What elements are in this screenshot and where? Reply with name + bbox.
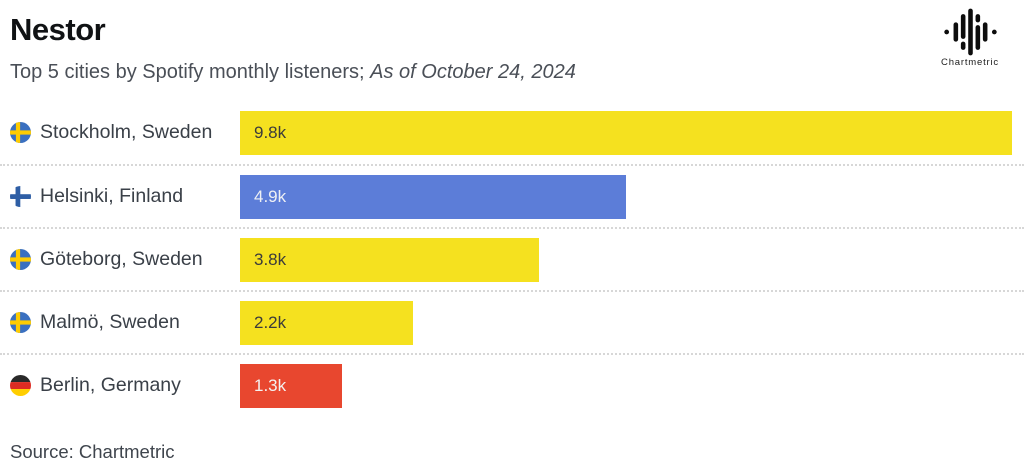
chart-subtitle: Top 5 cities by Spotify monthly listener… xyxy=(10,59,1014,85)
row-label: Helsinki, Finland xyxy=(0,185,240,208)
chart-row-stockholm: Stockholm, Sweden 9.8k xyxy=(0,101,1024,164)
row-label: Malmö, Sweden xyxy=(0,311,240,334)
row-label: Göteborg, Sweden xyxy=(0,248,240,271)
bar-track: 9.8k xyxy=(240,110,1024,155)
city-label: Helsinki, Finland xyxy=(40,185,184,207)
bar-chart: Stockholm, Sweden 9.8k Helsinki, Fi xyxy=(0,101,1024,416)
sweden-flag-icon xyxy=(10,249,31,270)
bar-track: 4.9k xyxy=(240,174,1024,219)
value-bar: 9.8k xyxy=(240,110,1012,155)
page-title: Nestor xyxy=(10,12,106,47)
chartmetric-logo-label: Chartmetric xyxy=(941,57,999,68)
bar-track: 2.2k xyxy=(240,300,1024,345)
bar-track: 3.8k xyxy=(240,237,1024,282)
subtitle-plain: Top 5 cities by Spotify monthly listener… xyxy=(10,61,371,83)
finland-flag-icon xyxy=(10,186,31,207)
row-label: Berlin, Germany xyxy=(0,374,240,397)
value-label: 2.2k xyxy=(254,312,287,332)
value-bar: 2.2k xyxy=(240,300,414,345)
row-label: Stockholm, Sweden xyxy=(0,121,240,144)
value-label: 1.3k xyxy=(254,375,287,395)
source-attribution: Source: Chartmetric xyxy=(10,441,175,462)
value-bar: 4.9k xyxy=(240,174,626,219)
city-label: Stockholm, Sweden xyxy=(40,121,213,143)
sweden-flag-icon xyxy=(10,312,31,333)
value-label: 9.8k xyxy=(254,122,287,142)
chart-row-berlin: Berlin, Germany 1.3k xyxy=(0,353,1024,416)
bar-track: 1.3k xyxy=(240,363,1024,408)
city-label: Göteborg, Sweden xyxy=(40,248,203,270)
value-label: 3.8k xyxy=(254,249,287,269)
value-label: 4.9k xyxy=(254,186,287,206)
chart-row-malmo: Malmö, Sweden 2.2k xyxy=(0,290,1024,353)
chartmetric-logo: Chartmetric xyxy=(924,8,1016,68)
sweden-flag-icon xyxy=(10,122,31,143)
value-bar: 3.8k xyxy=(240,237,540,282)
chartmetric-waveform-icon xyxy=(943,8,997,56)
chart-row-helsinki: Helsinki, Finland 4.9k xyxy=(0,164,1024,227)
city-label: Berlin, Germany xyxy=(40,374,181,396)
city-label: Malmö, Sweden xyxy=(40,311,180,333)
subtitle-date: As of October 24, 2024 xyxy=(370,61,576,83)
chart-row-goteborg: Göteborg, Sweden 3.8k xyxy=(0,227,1024,290)
germany-flag-icon xyxy=(10,375,31,396)
header: Nestor Top 5 cities by Spotify monthly l… xyxy=(0,8,1024,85)
value-bar: 1.3k xyxy=(240,363,343,408)
